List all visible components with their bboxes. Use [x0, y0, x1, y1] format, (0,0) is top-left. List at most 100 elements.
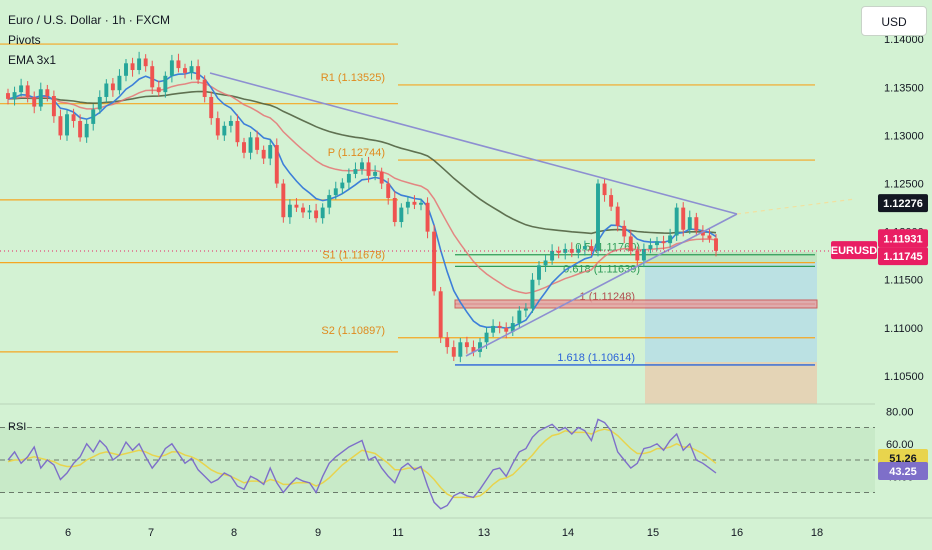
candle-body: [491, 325, 496, 333]
price-tick-label: 1.11500: [884, 275, 923, 287]
candle-body: [714, 238, 718, 251]
time-tick-label: 11: [392, 527, 403, 539]
candle-body: [445, 337, 450, 348]
candle-body: [622, 225, 627, 237]
candle-body: [32, 96, 37, 107]
candle-body: [353, 169, 358, 174]
price-tick-label: 1.12500: [884, 179, 924, 191]
candle-body: [523, 308, 528, 311]
candle-body: [504, 327, 509, 332]
candle-body: [235, 121, 240, 143]
candle-body: [287, 204, 292, 218]
candle-body: [117, 75, 122, 91]
candle-body: [392, 197, 397, 223]
candle-body: [327, 195, 332, 208]
candle-body: [360, 162, 364, 170]
candle-body: [320, 207, 325, 219]
ema-indicator-label[interactable]: EMA 3x1: [8, 53, 57, 67]
candle-body: [563, 248, 568, 253]
candle-body: [609, 195, 614, 207]
candle-body: [84, 123, 89, 138]
candle-body: [366, 162, 371, 176]
candle-body: [45, 89, 50, 96]
candle-body: [379, 172, 384, 184]
price-tick-label: 1.13500: [884, 82, 924, 94]
candle-body: [432, 231, 437, 292]
pivot-label: R1 (1.13525): [321, 72, 385, 84]
price-tick-label: 1.11000: [884, 323, 923, 335]
candle-body: [104, 83, 109, 97]
candle-body: [307, 210, 312, 213]
candle-body: [438, 291, 443, 338]
candle-body: [202, 79, 207, 97]
candle-body: [694, 217, 699, 231]
descending-trendline[interactable]: [209, 72, 738, 215]
candle-body: [261, 149, 266, 159]
candle-body: [412, 201, 417, 205]
candle-body: [156, 87, 161, 93]
candle-body: [38, 89, 43, 107]
fib-zone-box: [454, 299, 818, 309]
candle-body: [333, 188, 338, 196]
candle-body: [569, 248, 574, 253]
current-price-badge-bg: [878, 194, 928, 213]
price-tick-label: 1.13000: [884, 130, 924, 142]
current-price-badge: 1.12276: [883, 198, 923, 210]
last-price-badge: 1.11745: [883, 251, 922, 263]
candle-body: [78, 121, 83, 138]
fibonacci-extension[interactable]: 0.5 (1.11760)0.618 (1.11639)1 (1.11248)1…: [454, 242, 818, 366]
bid-price-badge: 1.11931: [883, 233, 922, 245]
candle-body: [274, 145, 279, 184]
candle-body: [183, 68, 187, 73]
time-tick-label: 6: [65, 527, 71, 539]
time-axis[interactable]: 6 7 8 9 11 13 14 15 16 18: [0, 517, 932, 539]
candle-body: [668, 235, 673, 244]
candle-body: [110, 83, 115, 91]
candle-body: [641, 248, 646, 261]
candle-body: [137, 58, 142, 71]
candle-body: [51, 96, 56, 117]
candle-body: [530, 279, 535, 309]
candle-body: [189, 66, 194, 73]
trend-lines[interactable]: [209, 72, 856, 357]
pivot-label: S1 (1.11678): [322, 250, 385, 262]
candle-body: [700, 230, 705, 236]
candle-body: [169, 60, 174, 76]
candle-body: [425, 202, 430, 232]
candlestick-series: [6, 51, 718, 363]
candle-body: [589, 246, 594, 251]
candle-body: [150, 66, 155, 88]
candle-body: [451, 347, 456, 357]
candle-body: [655, 241, 659, 246]
candle-body: [464, 342, 469, 348]
candle-body: [130, 63, 135, 71]
candle-body: [255, 137, 260, 150]
time-tick-label: 13: [478, 527, 490, 539]
candle-body: [91, 109, 96, 124]
rsi-badge-bg: [878, 461, 928, 480]
candle-body: [517, 310, 522, 324]
candle-body: [635, 250, 640, 261]
fib-target-zone-blue: [645, 262, 817, 362]
candle-body: [556, 250, 561, 253]
currency-button[interactable]: USD: [861, 6, 927, 36]
candle-body: [176, 60, 181, 69]
pivots-indicator-label[interactable]: Pivots: [8, 33, 41, 47]
candle-body: [628, 236, 633, 251]
candle-body: [248, 137, 253, 153]
ascending-trendline[interactable]: [465, 213, 738, 357]
time-tick-label: 18: [811, 527, 823, 539]
candle-body: [124, 63, 128, 76]
symbol-title[interactable]: Euro / U.S. Dollar · 1h · FXCM: [8, 13, 171, 27]
candle-body: [143, 58, 148, 67]
candle-body: [301, 207, 305, 213]
candle-body: [681, 207, 686, 230]
fib-target-zone-upper: [645, 252, 817, 262]
candle-body: [97, 96, 102, 110]
candle-body: [510, 323, 515, 332]
candle-body: [6, 93, 10, 99]
candle-body: [602, 183, 607, 196]
